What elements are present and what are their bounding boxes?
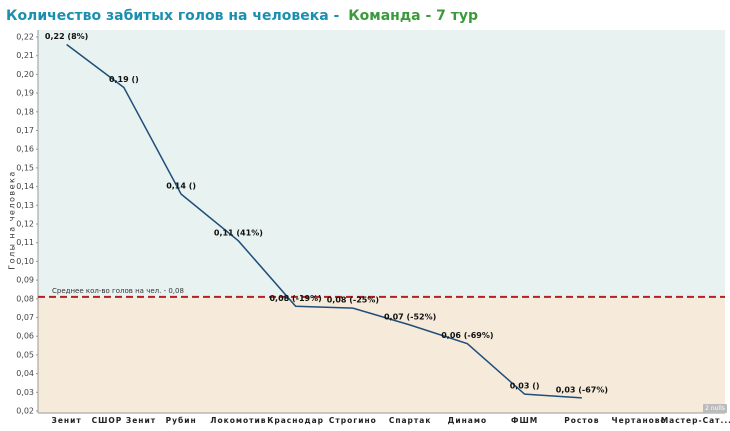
y-tick-label: 0,09: [16, 276, 34, 285]
y-tick-label: 0,02: [16, 407, 34, 416]
value-label: 0,08 (-19%): [269, 294, 321, 303]
y-tick-label: 0,19: [16, 89, 34, 98]
data-line: [66, 43, 582, 399]
x-tick-label: ФШМ: [511, 416, 538, 425]
value-label: 0,08 (-25%): [327, 296, 379, 305]
y-tick-label: 0,10: [16, 257, 34, 266]
y-tick-label: 0,21: [16, 51, 34, 60]
value-label: 0,22 (8%): [45, 32, 88, 41]
reference-label: Среднее кол-во голов на чел. - 0,08: [52, 287, 184, 295]
x-tick-label: Краснодар: [267, 416, 324, 425]
y-tick-label: 0,04: [16, 369, 34, 378]
y-tick-label: 0,16: [16, 145, 34, 154]
value-label: 0,03 (-67%): [556, 385, 608, 394]
y-tick-label: 0,11: [16, 238, 34, 247]
band-above: [38, 30, 725, 297]
subtitle: Команда - 7 тур: [348, 8, 478, 24]
x-tick-label: Рубин: [166, 416, 197, 425]
x-tick-label: Мастер-Сат...: [661, 416, 730, 425]
y-tick-label: 0,13: [16, 201, 34, 210]
x-tick-label: Динамо: [448, 416, 487, 425]
y-tick-label: 0,07: [16, 313, 34, 322]
y-tick-label: 0,12: [16, 220, 34, 229]
value-label: 0,06 (-69%): [441, 331, 493, 340]
y-tick-label: 0,15: [16, 163, 34, 172]
value-label: 0,11 (41%): [214, 228, 263, 237]
chart-title: Количество забитых голов на человека - К…: [6, 8, 478, 24]
title: Количество забитых голов на человека -: [6, 8, 340, 24]
x-tick-label: Зенит: [52, 416, 82, 425]
x-tick-label: Спартак: [389, 416, 432, 425]
null-note: 2 nulls: [705, 405, 725, 412]
value-label: 0,14 (): [166, 182, 196, 191]
y-axis-label: Голы на человека: [8, 170, 17, 269]
y-tick-label: 0,17: [16, 126, 34, 135]
y-tick-label: 0,03: [16, 388, 34, 397]
value-label: 0,07 (-52%): [384, 312, 436, 321]
y-tick-label: 0,05: [16, 350, 34, 359]
null-badge: [703, 404, 727, 413]
x-tick-label: Локомотив: [210, 416, 266, 425]
x-tick-label: Строгино: [329, 416, 377, 425]
x-tick-label: Чертаново: [612, 416, 667, 425]
band-below: [38, 296, 725, 413]
x-tick-label: Ростов: [564, 416, 599, 425]
y-tick-label: 0,08: [16, 294, 34, 303]
y-tick-label: 0,06: [16, 332, 34, 341]
x-tick-label: СШОР Зенит: [92, 416, 156, 425]
y-tick-label: 0,22: [16, 33, 34, 42]
y-tick-label: 0,14: [16, 182, 34, 191]
value-label: 0,19 (): [109, 75, 139, 84]
value-label: 0,03 (): [510, 382, 540, 391]
y-tick-label: 0,18: [16, 107, 34, 116]
y-tick-label: 0,20: [16, 70, 34, 79]
